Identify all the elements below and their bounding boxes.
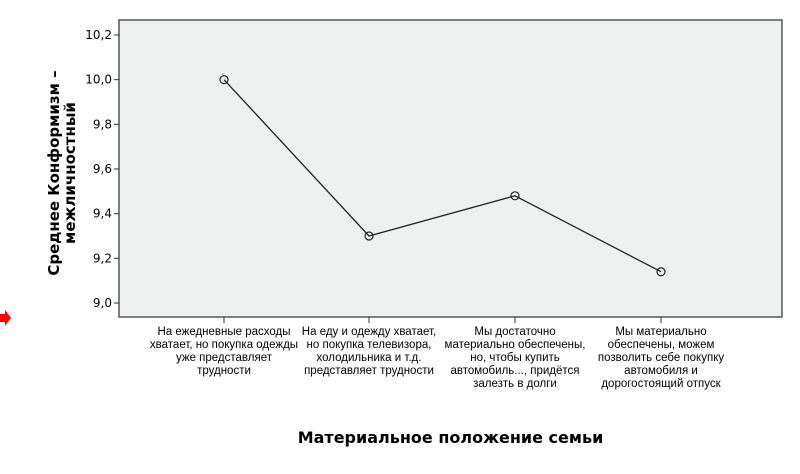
y-axis-label: Среднее Конформизм – межличностный (45, 70, 79, 276)
x-tick-label: На ежедневные расходы хватает, но покупк… (149, 326, 299, 377)
x-tick-label: Мы материально обеспечены, можем позволи… (597, 326, 725, 390)
data-point (510, 191, 520, 201)
y-tick-label: 9,0 (93, 296, 112, 310)
series-line-path (223, 79, 662, 273)
x-tick-label: Мы достаточно материально обеспечены, но… (444, 326, 586, 390)
y-tick-label: 9,4 (93, 207, 112, 221)
x-axis-label: Материальное положение семьи (297, 428, 604, 447)
red-arrow-marker (0, 310, 11, 326)
y-tick-label: 9,2 (93, 251, 112, 265)
y-tick-label: 10,2 (85, 28, 112, 42)
series-line (219, 75, 666, 277)
x-axis (223, 317, 662, 323)
x-tick-label: На еду и одежду хватает, но покупка теле… (301, 326, 437, 377)
data-point (364, 231, 374, 241)
y-axis: 9,0 9,2 9,4 9,6 9,8 10,0 10,2 (85, 28, 119, 310)
y-tick-label: 10,0 (85, 73, 112, 87)
data-point (656, 267, 666, 277)
y-tick-label: 9,8 (93, 117, 112, 131)
data-point (219, 75, 229, 85)
plot-area (118, 19, 783, 318)
y-tick-label: 9,6 (93, 162, 112, 176)
